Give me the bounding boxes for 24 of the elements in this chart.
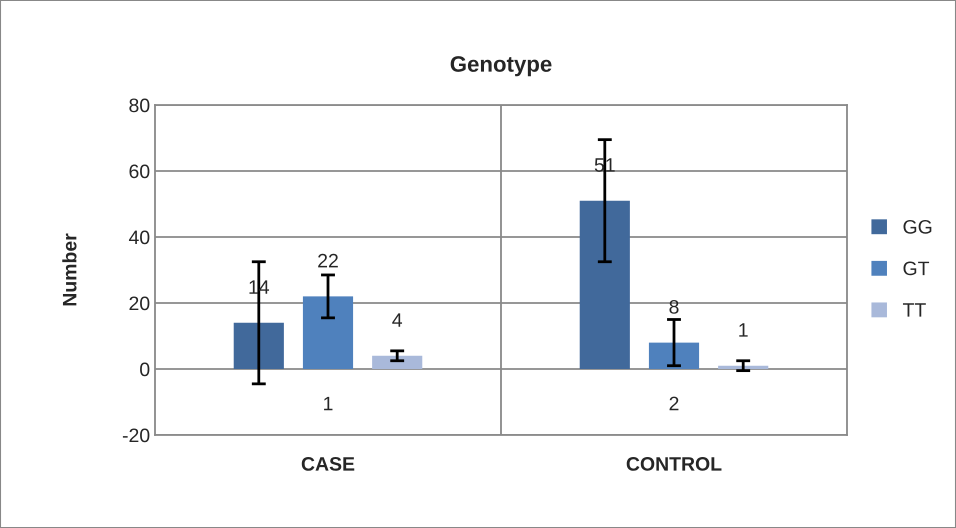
text: CONTROL (626, 457, 722, 471)
legend-label: GT (904, 262, 930, 276)
data-label: 8 (669, 300, 679, 314)
legend-label: GG (904, 220, 932, 234)
y-axis-title: Number (62, 234, 77, 306)
data-label: 4 (392, 313, 402, 327)
y-tick-label: -20 (122, 428, 150, 442)
bar (372, 356, 422, 369)
y-tick-label: 0 (140, 362, 150, 376)
data-label: 1 (739, 323, 748, 337)
y-tick-label: 20 (129, 296, 150, 310)
text: CASE (302, 457, 354, 471)
y-tick-label: 80 (129, 98, 150, 112)
bar (718, 366, 768, 369)
y-tick-label: 60 (130, 164, 150, 178)
bar (580, 200, 630, 369)
legend-label: TT (902, 303, 926, 317)
chart-title: Genotype (450, 56, 552, 76)
bar (302, 296, 354, 369)
x-tick-label: 2 (670, 396, 678, 410)
data-label: 22 (318, 254, 338, 268)
bar (648, 342, 700, 369)
bar (234, 322, 284, 369)
y-tick-label: 40 (128, 230, 150, 244)
